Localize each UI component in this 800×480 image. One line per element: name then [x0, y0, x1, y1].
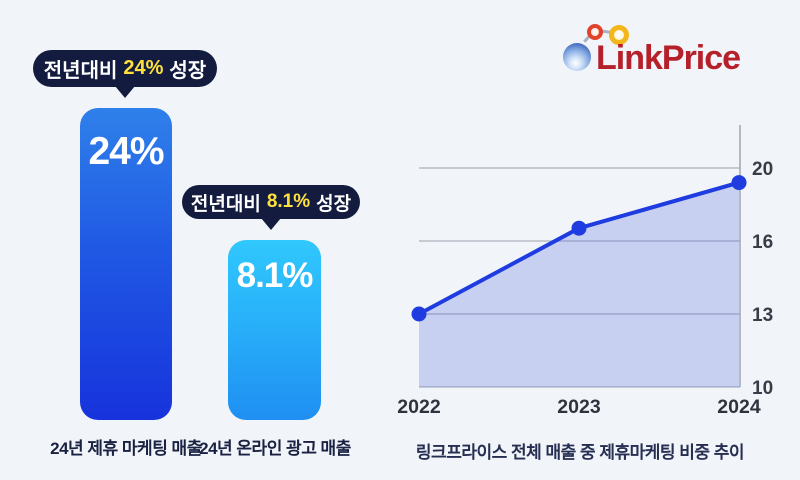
callout-suffix: 성장 — [169, 60, 207, 82]
linkprice-logo: LinkPrice — [552, 14, 792, 84]
callout-prefix: 전년대비 — [43, 60, 118, 82]
bar-caption-affiliate: 24년 제휴 마케팅 매출 — [50, 439, 202, 458]
bar-value-label: 24% — [88, 130, 164, 173]
bar-caption-online-ad: 24년 온라인 광고 매출 — [199, 439, 351, 458]
x-tick-label: 2024 — [717, 396, 761, 418]
y-tick-label: 20 — [752, 159, 773, 180]
y-tick-label: 16 — [752, 232, 773, 253]
chart-title: 링크프라이스 전체 매출 중 제휴마케팅 비중 추이 — [415, 443, 745, 462]
growth-callout-affiliate: 전년대비 24% 성장 — [33, 50, 217, 98]
logo-red-ring-icon — [587, 24, 603, 40]
logo-blue-sphere-icon — [563, 43, 591, 71]
bar-online-ad-revenue: 8.1% — [228, 240, 321, 420]
callout-suffix: 성장 — [316, 193, 352, 215]
growth-callout-online-ad: 전년대비 8.1% 성장 — [182, 185, 360, 230]
y-tick-label: 13 — [752, 305, 773, 326]
logo-wordmark: LinkPrice — [596, 39, 741, 77]
y-tick-label: 10 — [752, 378, 773, 399]
logo-yellow-ring-icon — [609, 25, 629, 45]
affiliate-share-trend-chart: 10 13 16 20 2022 2023 2024 — [397, 125, 773, 418]
callout-prefix: 전년대비 — [190, 193, 261, 215]
x-tick-label: 2022 — [397, 396, 441, 418]
bar-affiliate-marketing-revenue: 24% — [80, 108, 172, 420]
bar-value-label: 8.1% — [236, 256, 314, 295]
callout-growth-value: 8.1% — [266, 191, 311, 212]
data-point-2024 — [731, 175, 747, 191]
callout-tail-icon — [261, 218, 281, 230]
callout-tail-icon — [115, 86, 135, 98]
x-tick-label: 2023 — [557, 396, 601, 418]
area-fill — [419, 182, 739, 387]
data-point-2023 — [571, 220, 587, 236]
data-point-2022 — [411, 306, 427, 322]
callout-growth-value: 24% — [123, 57, 164, 79]
